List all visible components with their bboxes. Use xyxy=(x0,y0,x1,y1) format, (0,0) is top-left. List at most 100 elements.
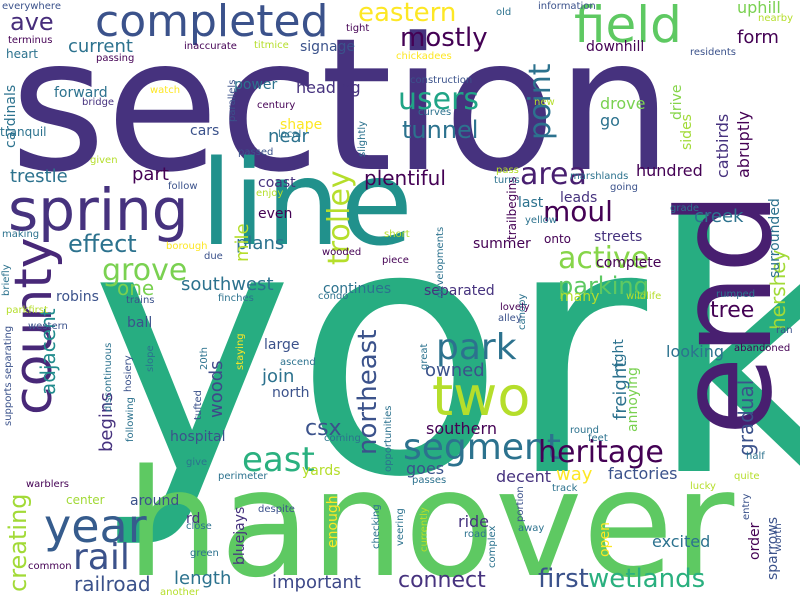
word-cloud-word: around xyxy=(130,493,180,509)
word-cloud-word: southwest xyxy=(181,274,274,295)
word-cloud-word: creek xyxy=(694,206,744,227)
word-cloud-word: opportunities xyxy=(383,405,394,472)
word-cloud-word: supports separating xyxy=(3,325,14,426)
word-cloud-word: complete xyxy=(596,255,662,271)
word-cloud-word: uphill xyxy=(737,0,781,17)
word-cloud-word: form xyxy=(737,27,779,48)
word-cloud-word: rd xyxy=(186,511,201,527)
word-cloud-word: ball xyxy=(127,315,153,331)
word-cloud-word: many xyxy=(560,289,600,305)
word-cloud-word: warblers xyxy=(26,479,70,490)
word-cloud-word: portion xyxy=(515,486,526,522)
word-cloud-word: north xyxy=(272,385,310,401)
word-cloud-word: round xyxy=(570,425,600,436)
word-cloud-word: information xyxy=(538,1,596,12)
word-cloud-word: ride xyxy=(458,512,490,531)
word-cloud-word: active xyxy=(558,241,650,276)
word-cloud-word: 20th xyxy=(199,347,210,370)
word-cloud-word: everywhere xyxy=(2,1,61,12)
word-cloud-word: abruptly xyxy=(734,110,753,178)
word-cloud-word: robins xyxy=(56,289,99,305)
word-cloud-word: two xyxy=(432,365,531,428)
word-cloud-word: completed xyxy=(95,0,329,47)
word-cloud-word: short xyxy=(384,229,410,240)
word-cloud-word: lucky xyxy=(690,481,716,492)
word-cloud-word: worth xyxy=(773,523,784,552)
word-cloud-word: nearby xyxy=(758,13,793,24)
word-cloud-word: rumped xyxy=(716,289,756,300)
word-cloud-word: catbirds xyxy=(713,113,732,178)
word-cloud-word: local xyxy=(278,129,302,140)
word-cloud-word: another xyxy=(160,587,200,598)
word-cloud-word: continues xyxy=(323,281,392,297)
word-cloud-word: feet xyxy=(588,433,608,444)
word-cloud-word: bluejays xyxy=(232,506,248,565)
word-cloud-word: road xyxy=(464,529,487,540)
word-cloud-word: southern xyxy=(426,419,497,438)
word-cloud-word: grade xyxy=(670,203,700,214)
word-cloud-word: plans xyxy=(236,233,285,254)
word-cloud-word: forward xyxy=(54,85,108,101)
word-cloud-word: current xyxy=(68,36,133,57)
word-cloud-word: veering xyxy=(395,508,406,546)
word-cloud-word: parking xyxy=(558,272,649,300)
word-cloud-word: year xyxy=(44,499,147,553)
word-cloud-word: slightly xyxy=(357,120,368,157)
word-cloud-word: shape xyxy=(280,117,323,133)
word-cloud-word: half xyxy=(746,451,765,462)
word-cloud-word: ascend xyxy=(280,357,316,368)
word-cloud-word: chickadees xyxy=(396,51,452,62)
word-cloud-word: area xyxy=(520,157,587,192)
word-cloud-word: center xyxy=(66,493,105,507)
word-cloud-word: currently xyxy=(419,507,430,552)
word-cloud-word: factories xyxy=(608,464,678,483)
word-cloud-word: passing xyxy=(96,53,135,64)
word-cloud-word: grove xyxy=(102,253,188,288)
word-cloud-word: follow xyxy=(168,181,198,192)
word-cloud-word: segment xyxy=(403,427,561,468)
word-cloud-word: trains xyxy=(126,295,155,306)
word-cloud-word: developments xyxy=(435,226,446,298)
word-cloud-word: go xyxy=(600,111,620,130)
word-cloud-word: wildlife xyxy=(626,291,662,302)
word-cloud-word: track xyxy=(552,483,578,494)
word-cloud-word: annoying xyxy=(625,367,641,432)
word-cloud-word: briefly xyxy=(1,264,12,296)
word-cloud-word: inaccurate xyxy=(184,41,237,52)
word-cloud-word: spring xyxy=(8,176,189,244)
word-cloud-word: given xyxy=(90,155,118,166)
word-cloud-word: tranquil xyxy=(0,125,47,139)
word-cloud-word: borough xyxy=(166,241,208,252)
word-cloud-word: goes xyxy=(406,459,445,478)
word-cloud-word: alley xyxy=(498,313,522,324)
word-cloud-word: eastern xyxy=(358,0,457,28)
word-cloud-word: condo xyxy=(318,291,349,302)
word-cloud-word: lovely xyxy=(500,302,530,313)
word-cloud-word: parallels xyxy=(227,79,238,122)
word-cloud-word: slope xyxy=(145,345,156,372)
word-cloud-word: heading xyxy=(296,78,361,97)
word-cloud-word: great xyxy=(419,343,430,370)
word-cloud-word: field xyxy=(574,0,682,54)
word-cloud-word: ran xyxy=(776,325,793,336)
word-cloud-word: even xyxy=(258,206,293,222)
word-cloud-word: wooded xyxy=(322,247,362,258)
word-cloud-word: woods xyxy=(206,360,227,418)
word-cloud-word: join xyxy=(262,366,295,387)
word-cloud-word: cars xyxy=(190,123,220,139)
word-cloud-word: tight xyxy=(346,23,370,34)
word-cloud-word: tunnel xyxy=(402,116,479,144)
word-cloud-word: curves xyxy=(418,107,452,118)
word-cloud-word: part xyxy=(132,164,169,185)
word-cloud-word: trestle xyxy=(10,166,68,187)
word-cloud-word: creating xyxy=(4,493,32,592)
word-cloud-word: owned xyxy=(425,360,485,381)
word-cloud-word: turns xyxy=(494,175,520,186)
word-cloud-word: coming xyxy=(324,433,361,444)
word-cloud-word: surrounded xyxy=(767,198,783,278)
word-cloud-word: watch xyxy=(150,85,181,96)
word-cloud-word: separated xyxy=(424,283,495,299)
word-cloud-word: plentiful xyxy=(364,166,446,190)
word-cloud-word: railroad xyxy=(74,572,151,596)
